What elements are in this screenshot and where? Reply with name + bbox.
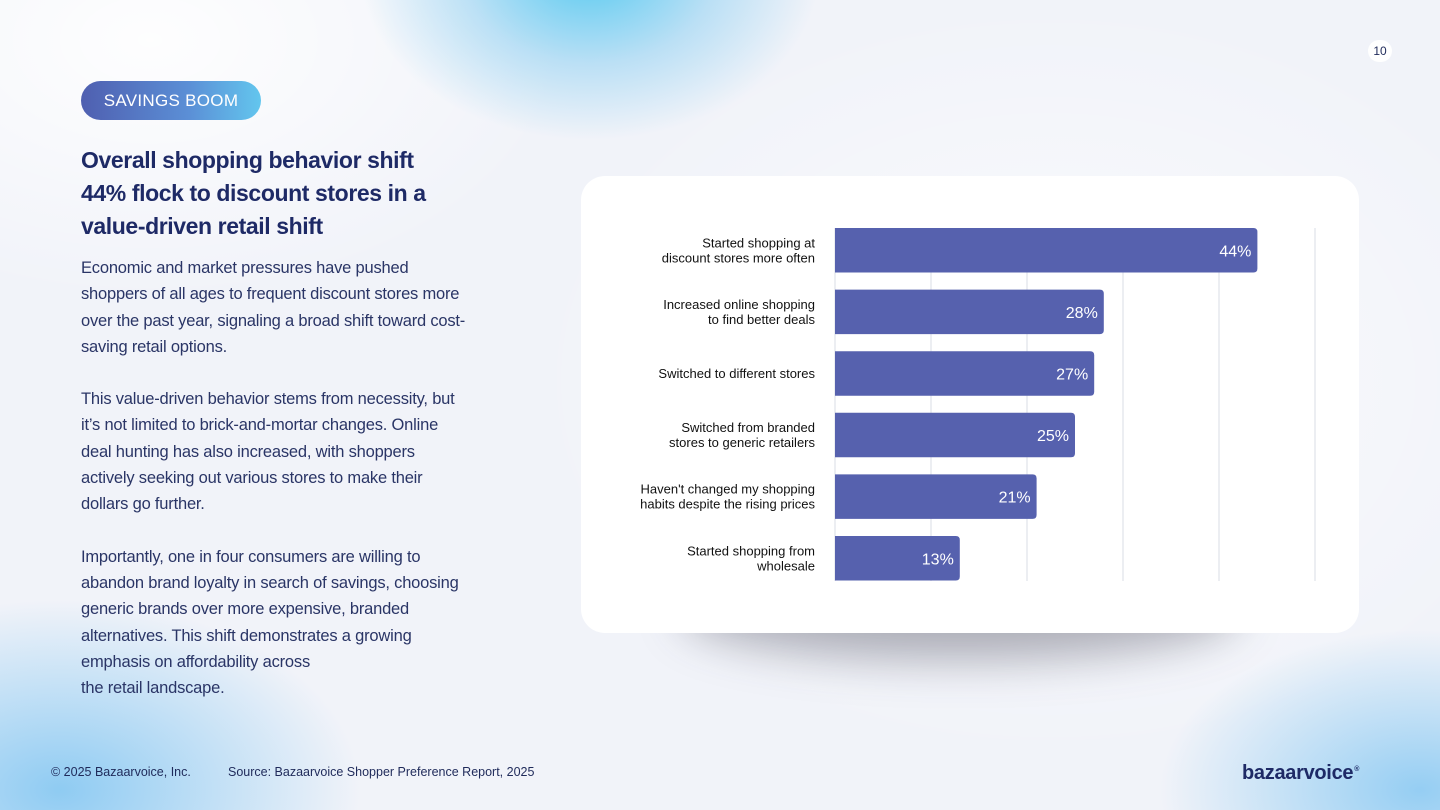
category-label-line: Started shopping from bbox=[687, 543, 815, 558]
body-line: generic brands over more expensive, bran… bbox=[81, 600, 410, 619]
footer-copyright: © 2025 Bazaarvoice, Inc. bbox=[51, 765, 191, 779]
headline: Overall shopping behavior shift 44% floc… bbox=[81, 144, 501, 243]
body-line: deal hunting has also increased, with sh… bbox=[81, 442, 415, 461]
category-label-line: Haven't changed my shopping bbox=[641, 482, 815, 497]
bar-chart: 44% Started shopping at discount stores mo… bbox=[640, 228, 1316, 581]
body-line: actively seeking out various stores to m… bbox=[81, 469, 423, 488]
headline-line: value-driven retail shift bbox=[81, 213, 323, 239]
logo-wordmark: bazaarvoice bbox=[1242, 762, 1354, 784]
bar bbox=[835, 536, 960, 581]
body-line: alternatives. This shift demonstrates a … bbox=[81, 626, 412, 645]
body-paragraph: This value-driven behavior stems from ne… bbox=[81, 386, 491, 517]
body-line: shoppers of all ages to frequent discoun… bbox=[81, 285, 460, 304]
bar-value-label: 25% bbox=[1037, 428, 1069, 445]
section-tag: SAVINGS BOOM bbox=[81, 81, 261, 120]
headline-line: Overall shopping behavior shift bbox=[81, 147, 414, 173]
body-line: Importantly, one in four consumers are w… bbox=[81, 547, 421, 566]
bar-value-label: 21% bbox=[999, 490, 1031, 507]
category-label: Increased online shopping to find better … bbox=[663, 297, 815, 327]
category-label-line: wholesale bbox=[756, 558, 815, 573]
body-line: over the past year, signaling a broad sh… bbox=[81, 311, 466, 330]
body-line: emphasis on affordability across bbox=[81, 652, 310, 671]
bar bbox=[835, 289, 1104, 335]
bar-value-label: 27% bbox=[1056, 366, 1088, 383]
body-line: Economic and market pressures have pushe… bbox=[81, 259, 409, 277]
headline-line: 44% flock to discount stores in a bbox=[81, 180, 426, 206]
body-line: abandon brand loyalty in search of savin… bbox=[81, 573, 459, 592]
category-label: Started shopping at discount stores more … bbox=[662, 235, 816, 265]
body-line: This value-driven behavior stems from ne… bbox=[81, 390, 455, 409]
bar bbox=[835, 412, 1075, 458]
bar bbox=[835, 228, 1258, 273]
chart-card: 44% Started shopping at discount stores mo… bbox=[581, 176, 1359, 633]
category-label-line: stores to generic retailers bbox=[669, 435, 815, 450]
category-label-line: to find better deals bbox=[708, 312, 815, 327]
category-label: Switched to different stores bbox=[658, 366, 815, 381]
category-label: Started shopping from wholesale bbox=[687, 543, 815, 573]
footer-source: Source: Bazaarvoice Shopper Preference R… bbox=[228, 765, 535, 779]
category-label-line: habits despite the rising prices bbox=[640, 497, 815, 512]
body-line: it’s not limited to brick-and-mortar cha… bbox=[81, 416, 439, 435]
body-line: saving retail options. bbox=[81, 337, 228, 356]
body-line: dollars go further. bbox=[81, 495, 205, 514]
bazaarvoice-logo: bazaarvoice® bbox=[1242, 762, 1359, 785]
category-label-line: Switched from branded bbox=[681, 420, 815, 435]
bar bbox=[835, 474, 1037, 519]
category-label: Haven't changed my shopping habits despit… bbox=[640, 482, 815, 512]
body-paragraph: Importantly, one in four consumers are w… bbox=[81, 544, 491, 702]
category-label: Switched from branded stores to generic r… bbox=[669, 420, 815, 450]
body-text: Economic and market pressures have pushe… bbox=[81, 255, 491, 727]
category-label-line: discount stores more often bbox=[662, 250, 815, 265]
page-number: 10 bbox=[1368, 40, 1392, 62]
category-label-line: Increased online shopping bbox=[663, 297, 815, 312]
bar-value-label: 13% bbox=[922, 551, 954, 568]
registered-mark: ® bbox=[1354, 766, 1360, 773]
body-line: the retail landscape. bbox=[81, 679, 225, 698]
bar bbox=[835, 351, 1095, 396]
category-label-line: Started shopping at bbox=[702, 235, 815, 250]
bar-value-label: 44% bbox=[1219, 243, 1251, 260]
body-paragraph: Economic and market pressures have pushe… bbox=[81, 255, 491, 360]
bar-value-label: 28% bbox=[1066, 305, 1098, 322]
category-label-line: Switched to different stores bbox=[658, 366, 815, 381]
